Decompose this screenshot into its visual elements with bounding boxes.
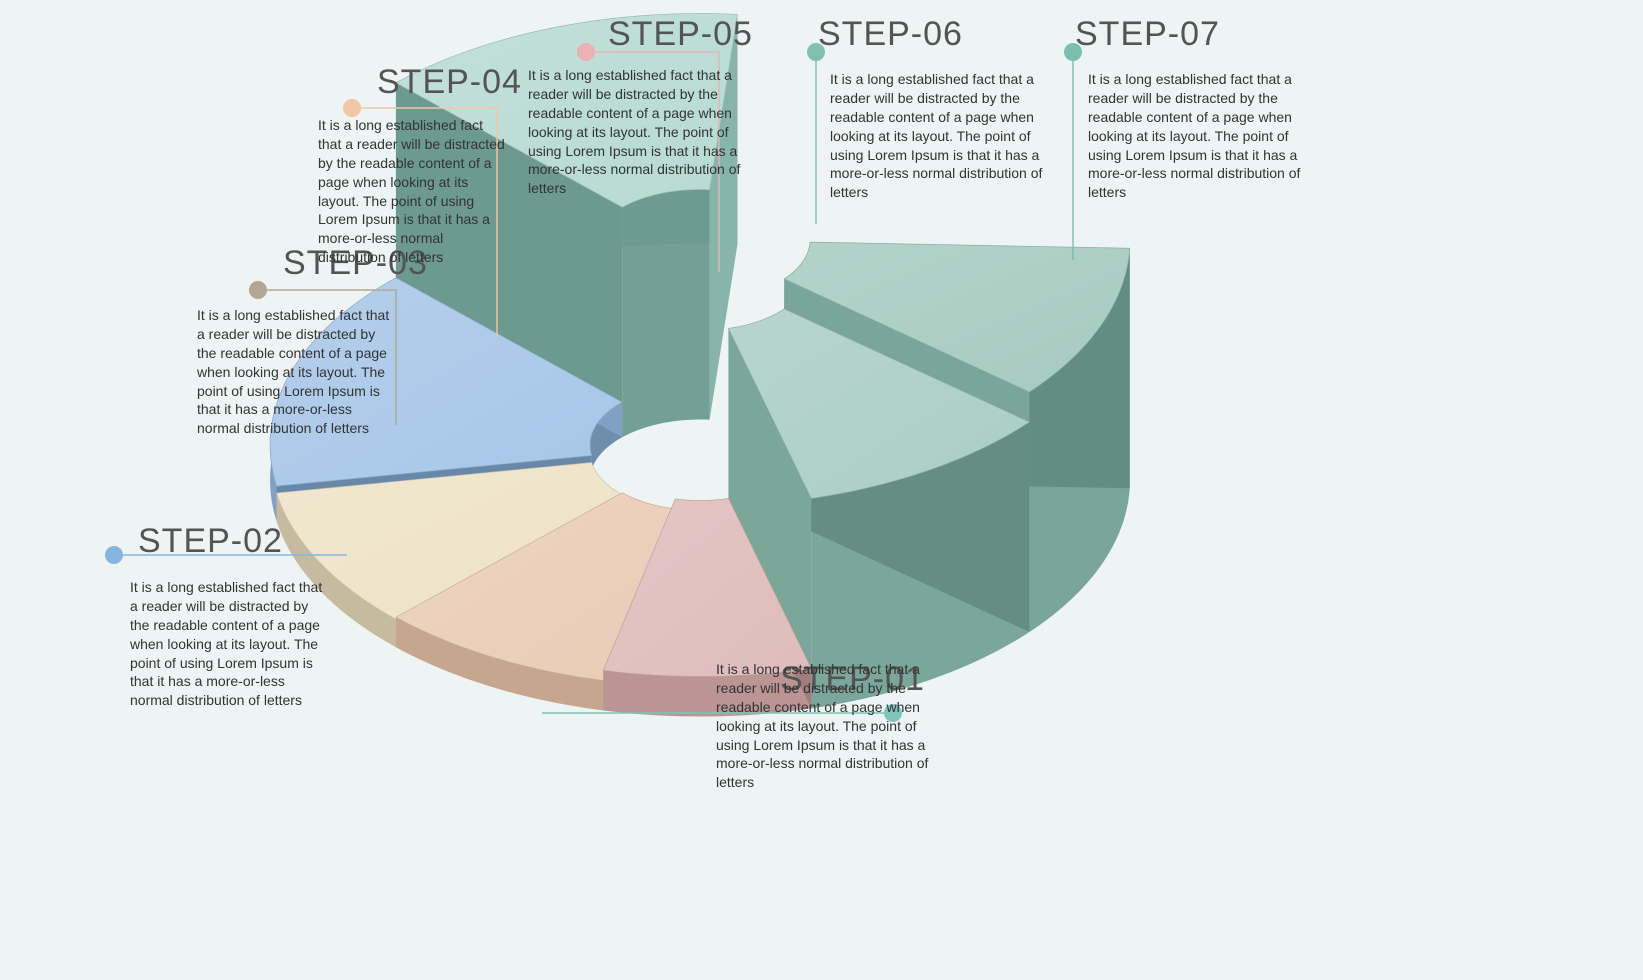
step-body: It is a long established fact that a rea… — [318, 116, 508, 267]
step-body: It is a long established fact that a rea… — [528, 66, 743, 198]
step-body: It is a long established fact that a rea… — [716, 660, 936, 792]
step-body-text: It is a long established fact that a rea… — [1088, 70, 1313, 202]
step-body: It is a long established fact that a rea… — [1088, 70, 1313, 202]
step-body-text: It is a long established fact that a rea… — [130, 578, 330, 710]
step-body: It is a long established fact that a rea… — [830, 70, 1045, 202]
step-title-text: STEP-07 — [1075, 15, 1220, 54]
step-body: It is a long established fact that a rea… — [197, 306, 397, 438]
step-title: STEP-02 — [138, 522, 283, 561]
step-title: STEP-06 — [818, 15, 963, 54]
step-title: STEP-07 — [1075, 15, 1220, 54]
step-body-text: It is a long established fact that a rea… — [528, 66, 743, 198]
step-title: STEP-05 — [608, 15, 753, 54]
spiral-bar-chart — [0, 0, 1643, 980]
step-body-text: It is a long established fact that a rea… — [716, 660, 936, 792]
step-body-text: It is a long established fact that a rea… — [830, 70, 1045, 202]
step-body: It is a long established fact that a rea… — [130, 578, 330, 710]
step-body-text: It is a long established fact that a rea… — [318, 116, 508, 267]
step-title-text: STEP-04 — [377, 63, 522, 102]
step-title-text: STEP-05 — [608, 15, 753, 54]
step-body-text: It is a long established fact that a rea… — [197, 306, 397, 438]
step-title-text: STEP-06 — [818, 15, 963, 54]
step-title-text: STEP-02 — [138, 522, 283, 561]
step-title: STEP-04 — [377, 63, 522, 102]
infographic-canvas: STEP-01It is a long established fact tha… — [0, 0, 1643, 980]
